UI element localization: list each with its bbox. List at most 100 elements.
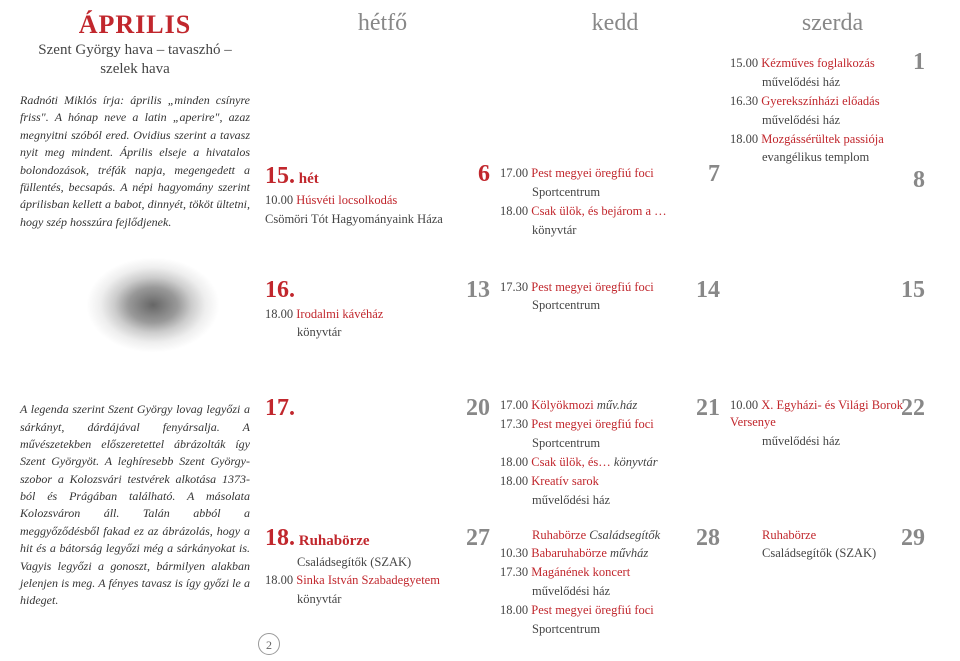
event-time: 18.00 [500, 603, 528, 617]
event: 17.30 Magánének koncert [500, 564, 716, 581]
cell-wed-2: 15 [730, 249, 935, 352]
week-suffix: hét [295, 171, 319, 187]
event-location: műv.ház [597, 398, 637, 412]
event-location: művelődési ház [500, 583, 716, 600]
event: 15.00 Kézműves foglalkozás [730, 55, 921, 72]
week-num-val: 15. [265, 163, 295, 189]
event: 18.00 Irodalmi kávéház [265, 306, 486, 323]
event-time: 10.00 [730, 398, 758, 412]
event: 17.30 Pest megyei öregfiú foci [500, 279, 716, 296]
event-location: művelődési ház [730, 74, 921, 91]
event-title: Pest megyei öregfiú foci [531, 166, 654, 180]
event-time: 17.30 [500, 280, 528, 294]
day-number-top: 1 [913, 49, 925, 76]
event-title: Csak ülök, és bejárom a … [531, 204, 666, 218]
event-time: 18.00 [500, 204, 528, 218]
event: 17.30 Pest megyei öregfiú foci [500, 416, 716, 433]
day-number: 15 [901, 277, 925, 304]
event: 18.00 Mozgássérültek passiója [730, 131, 921, 148]
header-monday: hétfő [265, 10, 500, 37]
event-location: Sportcentrum [500, 435, 716, 452]
event-time: 10.00 [265, 193, 293, 207]
event: 17.00 Kölyökmozi műv.ház [500, 397, 716, 414]
cell-wed-1: 1 15.00 Kézműves foglalkozás művelődési … [730, 49, 935, 249]
event: 10.00 Húsvéti locsolkodás [265, 192, 486, 209]
week-number: 17. [265, 395, 295, 421]
event-title: Mozgássérültek passiója [761, 132, 884, 146]
month-subtitle-1: Szent György hava – tavaszhó – [20, 42, 250, 59]
day-number: 29 [901, 525, 925, 552]
event-title: Magánének koncert [531, 565, 630, 579]
event-time: 17.30 [500, 565, 528, 579]
week-number: 16. [265, 277, 295, 303]
event-time: 17.30 [500, 417, 528, 431]
event-title: Kézműves foglalkozás [761, 56, 875, 70]
page-number: 2 [258, 633, 280, 655]
event: 10.00 X. Egyházi- és Világi Borok Versen… [730, 397, 921, 431]
event: 18.00 Csak ülök, és… könyvtár [500, 454, 716, 471]
event-title: Ruhabörze [532, 528, 586, 542]
event-title: Csak ülök, és… [531, 455, 611, 469]
week-number: 18. Ruhabörze [265, 525, 370, 551]
intro-text: Radnóti Miklós írja: április „minden csí… [20, 92, 250, 231]
cell-mon-2: 16. 13 18.00 Irodalmi kávéház könyvtár [265, 249, 500, 352]
event-time: 18.00 [265, 573, 293, 587]
event-title: Húsvéti locsolkodás [296, 193, 397, 207]
event-location: művház [610, 546, 648, 560]
legend-text: A legenda szerint Szent György lovag leg… [20, 401, 250, 610]
cell-mon-3: 17. 20 [265, 351, 500, 518]
event: Ruhabörze Családsegítők [500, 527, 716, 544]
day-number: 20 [466, 395, 490, 422]
event-time: 16.30 [730, 94, 758, 108]
day-number: 21 [696, 395, 720, 422]
event-title: Gyerekszínházi előadás [761, 94, 879, 108]
event: 18.00 Kreatív sarok [500, 473, 716, 490]
event-location: művelődési ház [730, 433, 921, 450]
event-title: Pest megyei öregfiú foci [531, 417, 654, 431]
event-time: 18.00 [265, 307, 293, 321]
event-time: 15.00 [730, 56, 758, 70]
event-location: könyvtár [265, 324, 486, 341]
event-title: Pest megyei öregfiú foci [531, 280, 654, 294]
day-number: 27 [466, 525, 490, 552]
calendar-grid: hétfő kedd szerda 15. hét 6 10.00 Húsvét… [265, 10, 940, 648]
event-location: Sportcentrum [500, 297, 716, 314]
event-time: 18.00 [730, 132, 758, 146]
event-title: Kreatív sarok [531, 474, 599, 488]
cell-mon-1: 15. hét 6 10.00 Húsvéti locsolkodás Csöm… [265, 49, 500, 249]
event-location: Sportcentrum [500, 621, 716, 638]
cell-mon-4: 18. Ruhabörze 27 Családsegítők (SZAK) 18… [265, 519, 500, 648]
cell-tue-1: 7 17.00 Pest megyei öregfiú foci Sportce… [500, 49, 730, 249]
day-number: 7 [708, 161, 720, 188]
month-name: ÁPRILIS [20, 10, 250, 40]
day-number: 22 [901, 395, 925, 422]
cell-wed-3: 22 10.00 X. Egyházi- és Világi Borok Ver… [730, 351, 935, 518]
header-wednesday: szerda [730, 10, 935, 37]
event-title: Kölyökmozi [531, 398, 594, 412]
week-number: 15. hét [265, 163, 319, 189]
sidebar: ÁPRILIS Szent György hava – tavaszhó – s… [20, 10, 250, 610]
event-time: 17.00 [500, 398, 528, 412]
event-location: művelődési ház [500, 492, 716, 509]
cell-tue-4: 28 Ruhabörze Családsegítők 10.30 Babaruh… [500, 519, 730, 648]
day-number: 14 [696, 277, 720, 304]
cell-tue-2: 14 17.30 Pest megyei öregfiú foci Sportc… [500, 249, 730, 352]
event-location: Családsegítők [589, 528, 660, 542]
event-time: 18.00 [500, 455, 528, 469]
day-number: 6 [478, 161, 490, 188]
event: 18.00 Pest megyei öregfiú foci [500, 602, 716, 619]
header-tuesday: kedd [500, 10, 730, 37]
event-location: könyvtár [500, 222, 716, 239]
event-title: Sinka István Szabadegyetem [296, 573, 440, 587]
month-subtitle-2: szelek hava [20, 61, 250, 78]
event: 18.00 Sinka István Szabadegyetem [265, 572, 486, 589]
day-number-bottom: 8 [913, 167, 925, 194]
event-title: Ruhabörze [762, 528, 816, 542]
event-location: evangélikus templom [730, 149, 921, 166]
event-time: 18.00 [500, 474, 528, 488]
event: Ruhabörze [730, 527, 921, 544]
cell-tue-3: 21 17.00 Kölyökmozi műv.ház 17.30 Pest m… [500, 351, 730, 518]
event-location: Családsegítők (SZAK) [265, 554, 486, 571]
day-number: 28 [696, 525, 720, 552]
st-george-illustration [45, 249, 225, 389]
